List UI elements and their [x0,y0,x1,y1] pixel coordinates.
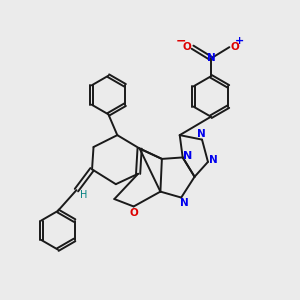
Text: O: O [183,42,191,52]
Text: O: O [129,208,138,218]
Text: −: − [176,35,187,48]
Text: H: H [80,190,88,200]
Text: N: N [180,198,189,208]
Text: O: O [230,42,239,52]
Text: +: + [235,36,244,46]
Text: N: N [207,53,215,64]
Text: N: N [197,129,206,139]
Text: N: N [209,155,218,165]
Text: N: N [183,151,193,161]
